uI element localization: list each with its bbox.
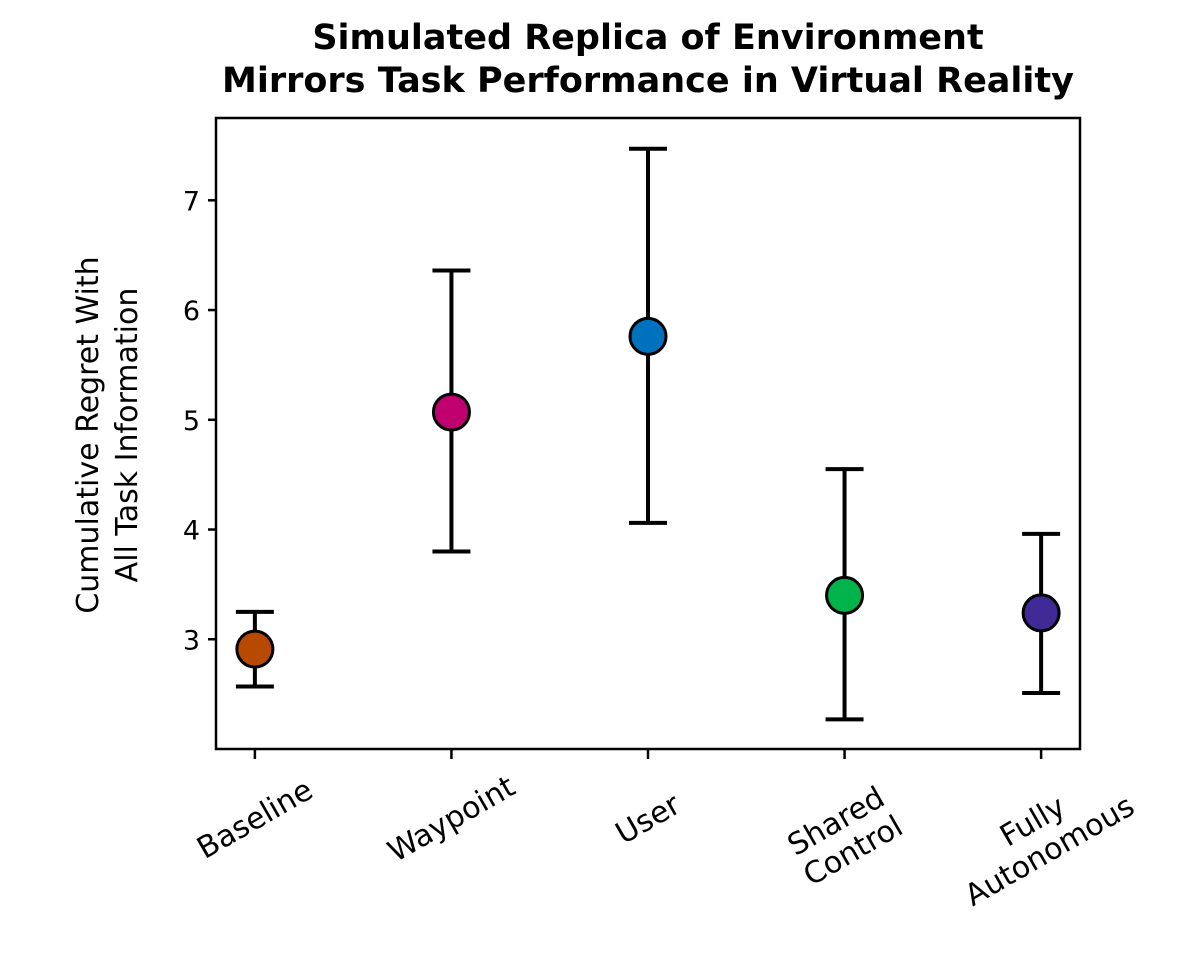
data-point-marker [1021, 593, 1061, 633]
error-bars [235, 146, 1061, 722]
y-axis-label-line-2: All Task Information [110, 288, 145, 583]
data-point-marker [628, 316, 668, 356]
data-point-marker [431, 392, 471, 432]
y-tick-label: 4 [183, 516, 200, 547]
x-tick-label: Waypoint [382, 769, 521, 870]
plot-area-frame [214, 116, 1082, 751]
data-points [235, 316, 1061, 669]
y-tick-label: 3 [183, 625, 200, 656]
y-tick-label: 5 [183, 406, 200, 437]
data-point-marker [825, 575, 865, 615]
y-axis-label-line-1: Cumulative Regret With [71, 256, 106, 613]
x-tick-label-line: User [610, 787, 687, 852]
x-tick-label: Baseline [191, 772, 319, 866]
y-tick-label: 7 [183, 186, 200, 217]
x-tick-label: User [610, 787, 687, 852]
chart-title-line-2: Mirrors Task Performance in Virtual Real… [222, 61, 1074, 101]
y-tick-label: 6 [183, 296, 200, 327]
data-point-marker [235, 629, 275, 669]
x-tick-label-line: Waypoint [382, 769, 521, 870]
x-tick-label: SharedControl [781, 779, 909, 893]
x-tick-label: FullyAutonomous [942, 759, 1140, 913]
x-tick-label-line: Baseline [191, 772, 319, 866]
chart-title-line-1: Simulated Replica of Environment [312, 18, 983, 58]
y-axis-ticks: 3 4 5 6 7 [183, 186, 216, 656]
x-axis-ticks: Baseline Waypoint User SharedControl FullyAu… [191, 749, 1141, 914]
